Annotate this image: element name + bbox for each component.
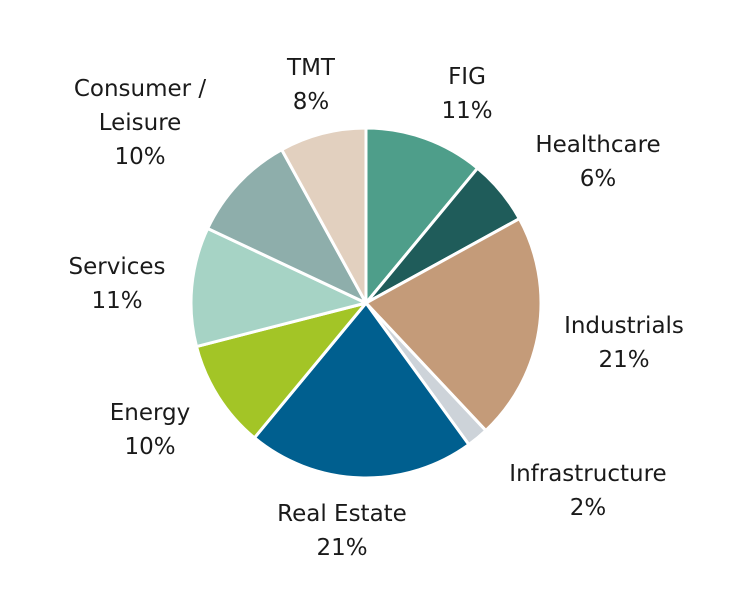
pie-label-percent: 2% bbox=[570, 495, 607, 521]
pie-label-healthcare: Healthcare 6% bbox=[535, 132, 660, 192]
pie-label-name: Infrastructure bbox=[509, 461, 666, 487]
pie-label-name: Industrials bbox=[564, 313, 684, 339]
pie-label-percent: 8% bbox=[293, 89, 330, 115]
pie-label-name: Real Estate bbox=[277, 501, 407, 527]
pie-label-name: TMT bbox=[286, 55, 336, 81]
pie-label-real-estate: Real Estate 21% bbox=[277, 501, 407, 561]
pie-label-name: Leisure bbox=[99, 110, 182, 136]
pie-label-industrials: Industrials 21% bbox=[564, 313, 684, 373]
pie-label-name: Consumer / bbox=[74, 76, 207, 102]
pie-label-percent: 11% bbox=[441, 98, 492, 124]
pie-label-name: Healthcare bbox=[535, 132, 660, 158]
pie-slice-tmt bbox=[280, 126, 368, 305]
pie-label-percent: 10% bbox=[124, 434, 175, 460]
pie-slice-real-estate bbox=[252, 301, 471, 480]
pie-slice-fig bbox=[364, 126, 480, 305]
pie-label-consumer-leisure: Consumer / Leisure 10% bbox=[74, 76, 207, 170]
pie-label-name: FIG bbox=[448, 64, 486, 90]
pie-slice-industrials bbox=[364, 217, 543, 433]
pie-label-percent: 11% bbox=[91, 288, 142, 314]
pie-label-percent: 10% bbox=[114, 144, 165, 170]
pie-slice-services bbox=[189, 226, 368, 349]
pie-slices bbox=[189, 126, 543, 480]
pie-label-name: Services bbox=[69, 254, 166, 280]
pie-label-fig: FIG 11% bbox=[441, 64, 492, 124]
pie-label-infrastructure: Infrastructure 2% bbox=[509, 461, 666, 521]
pie-label-services: Services 11% bbox=[69, 254, 166, 314]
pie-label-name: Energy bbox=[110, 400, 191, 426]
pie-label-tmt: TMT 8% bbox=[286, 55, 336, 115]
pie-label-percent: 21% bbox=[598, 347, 649, 373]
pie-slice-consumer-leisure bbox=[206, 148, 368, 305]
pie-label-energy: Energy 10% bbox=[110, 400, 191, 460]
pie-labels: FIG 11% Healthcare 6% Industrials 21% Infrastr… bbox=[69, 55, 684, 561]
pie-label-percent: 6% bbox=[580, 166, 617, 192]
pie-label-percent: 21% bbox=[316, 535, 367, 561]
